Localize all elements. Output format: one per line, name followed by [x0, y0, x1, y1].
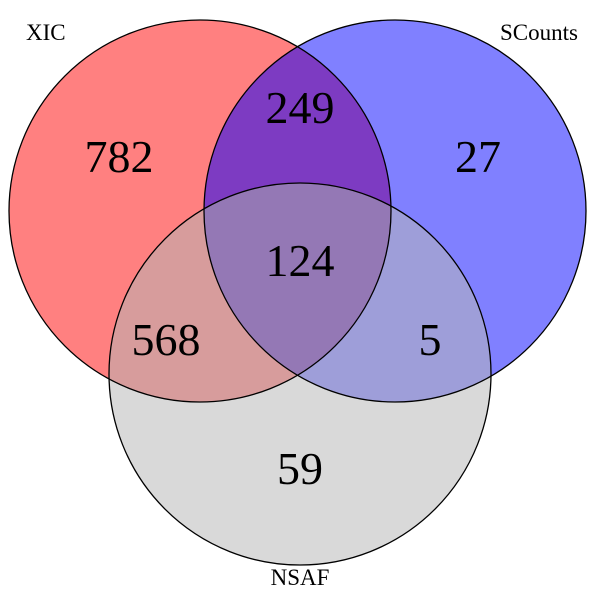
- nsaf-only-count: 59: [277, 443, 323, 494]
- xic-set-label: XIC: [26, 20, 66, 45]
- xic-outline: [8, 19, 392, 403]
- xic-nsaf-count: 568: [132, 314, 201, 365]
- scounts-nsaf-count: 5: [419, 314, 442, 365]
- scounts-only-count: 27: [455, 131, 501, 182]
- scounts-set-label: SCounts: [500, 20, 578, 45]
- xic-scounts-count: 249: [266, 82, 335, 133]
- all-sets-count: 124: [266, 235, 335, 286]
- nsaf-set-label: NSAF: [271, 565, 330, 590]
- nsaf-outline: [108, 182, 492, 566]
- scounts-outline: [203, 19, 587, 403]
- xic-only-count: 782: [85, 131, 154, 182]
